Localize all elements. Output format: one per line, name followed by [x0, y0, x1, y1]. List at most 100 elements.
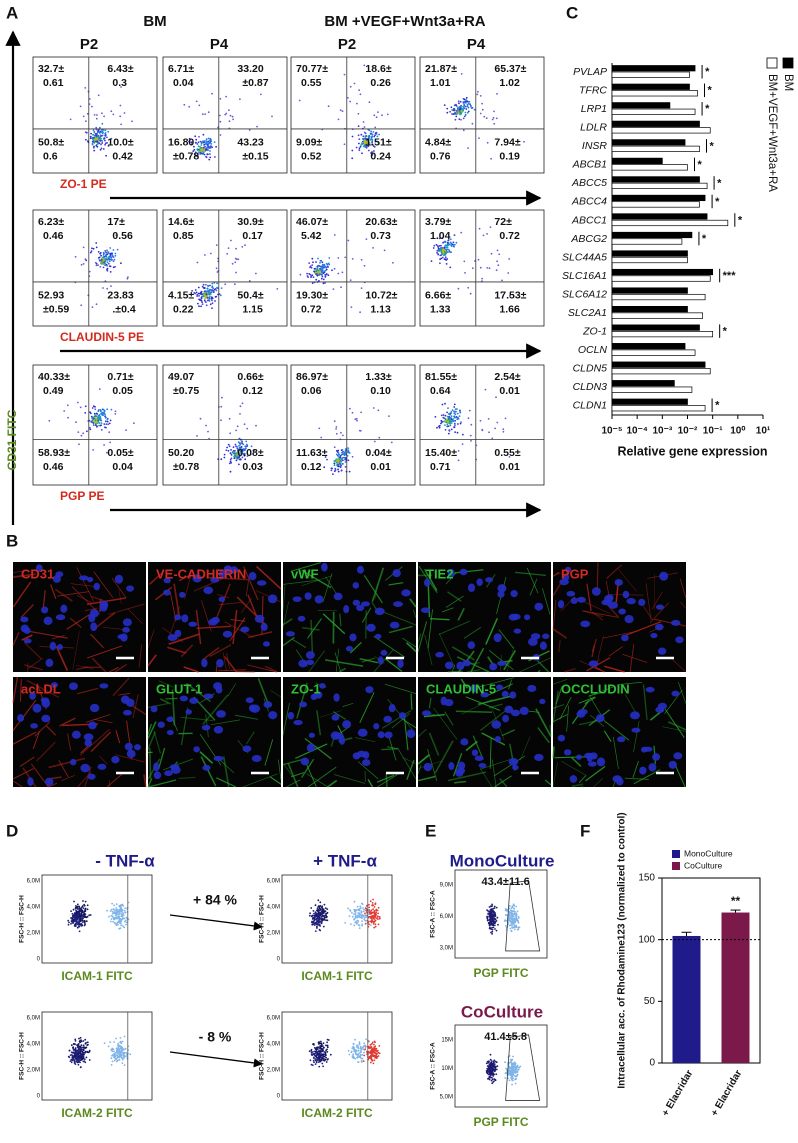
flow-dots	[318, 407, 393, 475]
dot	[90, 250, 93, 253]
dot	[120, 1051, 123, 1053]
dot	[442, 414, 445, 416]
dot	[342, 453, 344, 455]
dot	[517, 915, 520, 918]
dot	[353, 1050, 356, 1053]
nucleus	[534, 602, 544, 611]
arrow	[169, 1051, 263, 1068]
dot	[476, 93, 479, 96]
dot	[507, 272, 510, 274]
dot	[351, 1047, 354, 1050]
dot	[205, 301, 207, 303]
nucleus	[524, 614, 531, 621]
quadrant-value: 0.46	[43, 461, 64, 473]
dot	[364, 146, 367, 149]
dot	[235, 429, 238, 432]
significance-label: *	[705, 66, 710, 78]
fiber	[76, 595, 93, 604]
dot	[84, 1050, 87, 1053]
dot	[513, 907, 516, 910]
dot	[317, 899, 320, 902]
dot	[234, 449, 236, 452]
dot	[359, 1051, 362, 1054]
quadrant-value: 0.72	[301, 304, 322, 316]
dot	[361, 923, 364, 926]
nucleus	[638, 598, 646, 607]
fiber	[342, 702, 354, 707]
fiber	[591, 638, 597, 652]
dot	[358, 89, 360, 92]
fiber	[72, 631, 80, 670]
plot-frame	[454, 869, 548, 959]
quadrant-value: 0.10	[370, 385, 391, 397]
dot	[447, 418, 450, 420]
fiber	[143, 774, 147, 788]
dot	[366, 140, 369, 143]
dot	[230, 449, 232, 451]
dot	[121, 1057, 124, 1060]
dot	[76, 903, 79, 906]
fiber	[585, 765, 606, 782]
dot	[125, 1051, 127, 1054]
dot	[119, 922, 122, 925]
dot	[110, 1057, 113, 1060]
dot	[363, 126, 366, 128]
dot	[102, 129, 105, 131]
dot	[195, 138, 198, 141]
fiber	[494, 775, 512, 788]
nucleus	[114, 574, 124, 584]
dot	[453, 109, 456, 112]
dot	[74, 1063, 77, 1065]
dot	[467, 417, 470, 420]
dot	[84, 1038, 87, 1041]
bar	[611, 324, 700, 331]
nucleus	[374, 633, 382, 639]
dot	[311, 921, 313, 924]
dot	[123, 926, 126, 929]
dot	[219, 114, 221, 117]
dot	[104, 264, 107, 266]
dot	[112, 920, 114, 923]
dot	[72, 908, 75, 911]
dot	[465, 108, 468, 110]
fiber	[115, 754, 145, 763]
dot	[93, 137, 95, 139]
dot	[513, 926, 515, 929]
dot	[448, 249, 451, 252]
dot	[67, 919, 70, 922]
nucleus	[305, 659, 315, 666]
dot	[502, 428, 505, 431]
fiber	[87, 645, 123, 659]
dot	[209, 252, 212, 255]
dot	[363, 918, 366, 921]
dot	[249, 453, 252, 456]
plot-frame	[162, 56, 288, 174]
fiber	[27, 657, 44, 669]
fiber	[649, 602, 670, 623]
dot	[73, 1054, 76, 1057]
dot	[209, 288, 211, 291]
dot	[371, 1042, 373, 1045]
dot	[436, 250, 439, 252]
nucleus	[423, 578, 431, 587]
dot	[319, 273, 322, 275]
fiber	[456, 656, 490, 673]
dot	[347, 1049, 350, 1052]
dot	[324, 282, 326, 284]
dot	[359, 907, 361, 910]
dot	[325, 266, 328, 269]
dot	[232, 450, 235, 453]
dot	[458, 118, 461, 120]
dot	[457, 416, 459, 419]
dot	[365, 135, 368, 138]
dot	[326, 1046, 329, 1049]
dot	[467, 286, 470, 289]
flow-dots	[191, 239, 279, 310]
dot	[78, 920, 81, 923]
quadrant-value: 0.85	[173, 230, 194, 242]
quadrant-value: 14.6±	[168, 216, 194, 228]
dot	[241, 448, 244, 451]
dot	[325, 273, 328, 275]
dot	[360, 133, 363, 136]
fiber	[99, 755, 108, 765]
